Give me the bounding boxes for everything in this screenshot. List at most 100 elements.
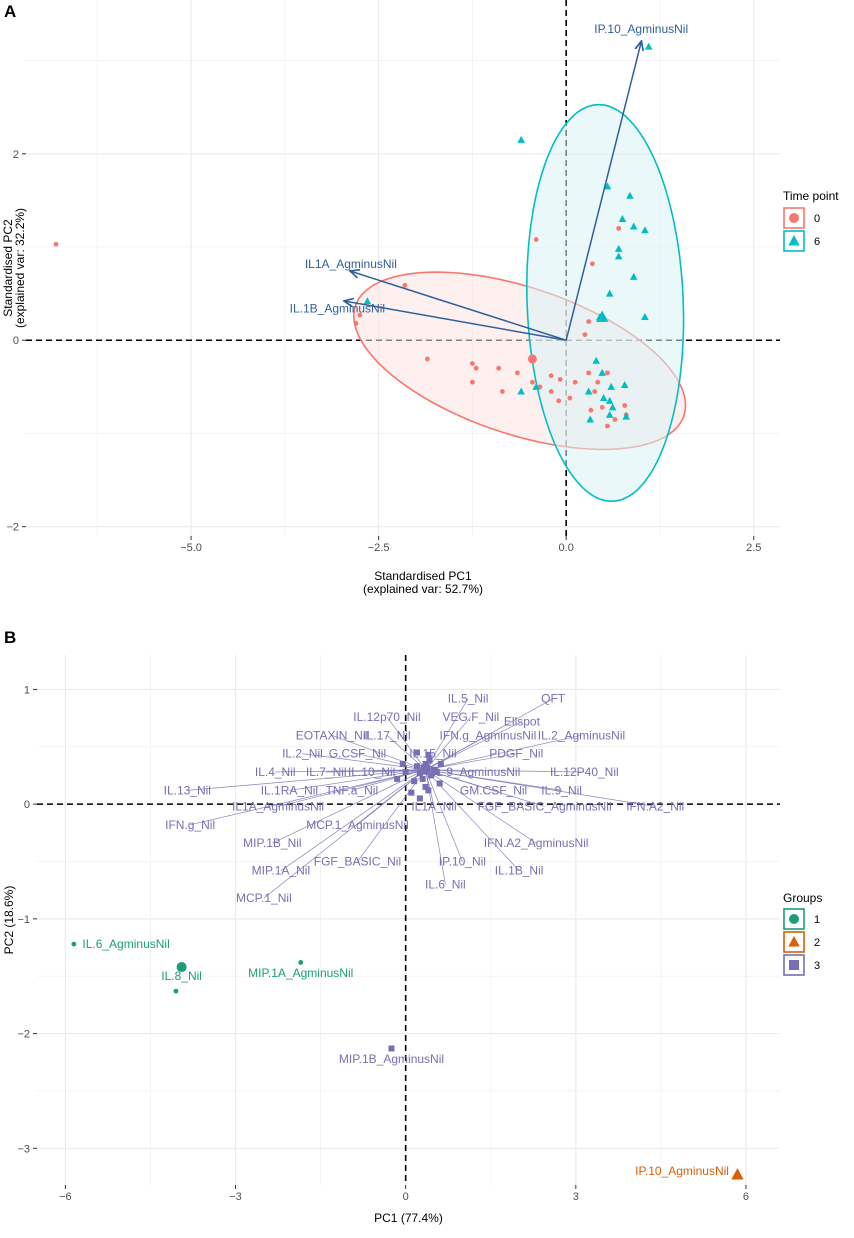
legend-b-key-symbol <box>789 960 799 970</box>
point-timepoint-6 <box>517 387 525 395</box>
point-timepoint-6 <box>614 244 623 252</box>
point-timepoint-0 <box>556 398 562 404</box>
label-connector <box>425 769 545 807</box>
point-timepoint-0 <box>567 395 573 401</box>
panel-b-x-axis-title: PC1 (77.4%) <box>374 1211 443 1225</box>
point-timepoint-0 <box>582 332 588 338</box>
point-timepoint-0 <box>588 407 594 413</box>
panel-b-ytick-label: 1 <box>24 684 30 696</box>
point-timepoint-6 <box>517 135 525 143</box>
variable-label-group-3: VEG.F_Nil <box>443 710 500 724</box>
point-timepoint-0 <box>572 379 578 385</box>
point-group-3 <box>414 763 421 770</box>
centroid-timepoint-6 <box>596 310 609 322</box>
variable-label-group-3: FGF_BASIC_Nil <box>314 854 401 868</box>
point-timepoint-0 <box>469 379 475 385</box>
variable-label-group-3: IL.2_AgminusNil <box>538 728 625 742</box>
point-group-3 <box>394 775 401 782</box>
point-timepoint-0 <box>548 389 554 394</box>
panel-a-ytick-label: −2 <box>6 522 19 534</box>
loading-vector-label: IP.10_AgminusNil <box>594 22 688 36</box>
panel-b: B −6 −3 0 3 6 −3 −2 −1 0 1 IL.5_Nil QFT IL.12p70_Nil V… <box>2 628 822 1225</box>
panel-b-xtick-label: 3 <box>573 1191 579 1203</box>
variable-label-group-3: MIP.1B_Nil <box>243 836 301 850</box>
point-timepoint-6 <box>584 387 593 395</box>
point-timepoint-6 <box>607 382 615 390</box>
point-group-3 <box>422 783 429 790</box>
variable-label-group-3: G.CSF_Nil <box>329 747 386 761</box>
point-group-3 <box>422 760 429 767</box>
point-timepoint-0 <box>402 282 408 288</box>
variable-label-group-3: GM.CSF_Nil <box>460 783 527 797</box>
variable-label-group-2: IP.10_AgminusNil <box>635 1164 729 1178</box>
point-timepoint-0 <box>586 370 592 376</box>
variable-label-group-3: MIP.1A_Nil <box>252 864 310 878</box>
legend-b-key-symbol <box>789 914 799 924</box>
legend-b-key-symbol <box>788 936 800 947</box>
point-timepoint-0 <box>599 404 605 410</box>
legend-a-key-symbol <box>789 213 799 223</box>
point-group-1 <box>173 988 179 994</box>
point-group-3 <box>416 795 423 802</box>
variable-label-group-3: IL.1RA_Nil <box>261 783 318 797</box>
label-connector <box>277 769 426 807</box>
legend-b-label: 1 <box>814 914 820 926</box>
point-group-1 <box>298 960 304 965</box>
point-timepoint-0 <box>592 389 598 394</box>
panel-b-ytick-label: −2 <box>17 1029 30 1041</box>
point-timepoint-0 <box>496 365 502 371</box>
point-timepoint-6 <box>644 42 653 50</box>
panel-a-x-axis-title: Standardised PC1 <box>374 569 472 583</box>
variable-label-group-3: IL.17_Nil <box>363 728 410 742</box>
point-group-2 <box>731 1168 744 1180</box>
point-timepoint-6 <box>608 403 617 411</box>
variable-label-group-3: IL.10_Nil <box>348 765 395 779</box>
point-timepoint-0 <box>53 241 59 247</box>
loading-vector-label: IL1A_AgminusNil <box>305 257 397 271</box>
centroid-group-3 <box>420 764 431 775</box>
point-timepoint-0 <box>605 370 610 376</box>
point-timepoint-6 <box>598 368 606 376</box>
variable-label-group-1: MIP.1A_AgminusNil <box>248 966 353 980</box>
point-timepoint-6 <box>641 226 649 234</box>
centroid-timepoint-0 <box>527 354 537 364</box>
point-timepoint-0 <box>533 237 539 242</box>
point-group-3 <box>388 1045 395 1052</box>
loading-vector-label: IL.1B_AgminusNil <box>290 302 385 316</box>
centroid-group-1 <box>176 962 187 973</box>
variable-label-group-3: TNF.a_Nil <box>325 783 378 797</box>
point-timepoint-0 <box>557 376 563 382</box>
panel-b-xtick-label: 6 <box>743 1191 749 1203</box>
point-group-3 <box>399 760 406 767</box>
point-timepoint-0 <box>424 356 430 362</box>
label-connector <box>302 753 426 771</box>
point-group-3 <box>411 778 418 785</box>
variable-label-group-3: IL.12P40_Nil <box>550 765 619 779</box>
label-connector <box>187 769 426 791</box>
point-timepoint-0 <box>548 373 554 379</box>
point-timepoint-0 <box>469 361 475 366</box>
label-connector <box>425 769 520 871</box>
point-timepoint-6 <box>614 252 623 260</box>
point-timepoint-0 <box>515 370 520 376</box>
panel-a-xtick-label: −5.0 <box>180 542 202 554</box>
point-timepoint-6 <box>622 412 630 420</box>
label-connector <box>331 734 426 771</box>
variable-label-group-3: FGF_BASIC_AgminusNil <box>478 799 612 813</box>
point-timepoint-0 <box>616 225 622 231</box>
label-connector <box>425 734 489 771</box>
legend-b-label: 3 <box>814 960 820 972</box>
point-timepoint-0 <box>595 379 601 385</box>
panel-a-xtick-label: 2.5 <box>746 542 761 554</box>
label-connector <box>425 734 582 771</box>
variable-label-group-3: IL.13_Nil <box>164 783 211 797</box>
variable-label-group-3: IL1A_AgminusNil <box>232 799 324 813</box>
label-connector <box>272 769 426 844</box>
variable-label-group-3: PDGF_Nil <box>489 747 543 761</box>
point-group-3 <box>402 769 409 776</box>
panel-b-y-axis-title: PC2 (18.6%) <box>2 886 16 955</box>
variable-label-group-3: IFN.g_AgminusNil <box>440 728 537 742</box>
ellipse-timepoint-6 <box>525 103 685 503</box>
point-group-3 <box>425 787 432 794</box>
